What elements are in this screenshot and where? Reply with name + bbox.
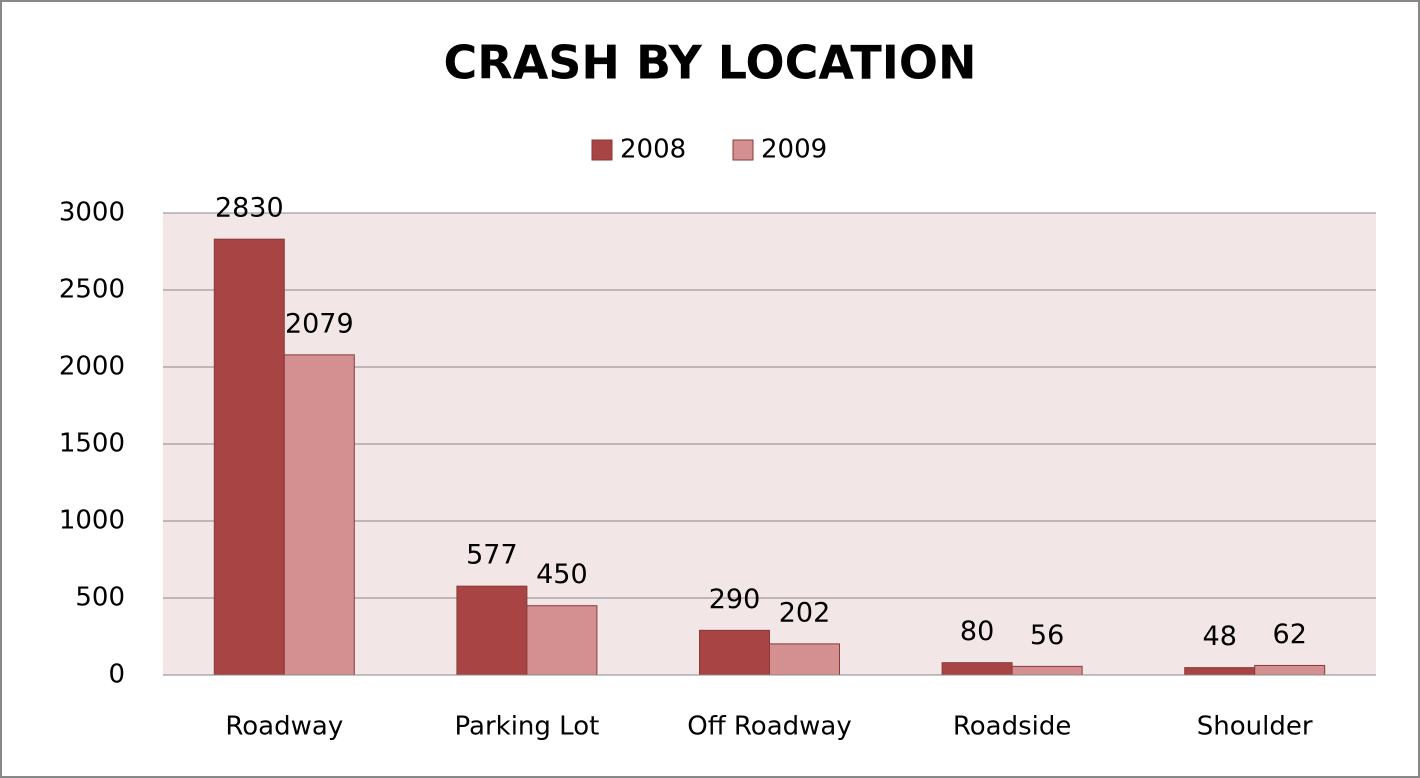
y-tick-label: 500 [75, 583, 125, 613]
data-label: 577 [466, 540, 518, 571]
data-label: 2079 [285, 308, 354, 339]
bar [769, 643, 840, 676]
data-label: 48 [1203, 621, 1237, 652]
x-tick-label: Roadside [953, 712, 1072, 742]
data-label: 80 [960, 616, 994, 647]
legend-swatch [732, 139, 754, 161]
x-tick-label: Shoulder [1197, 712, 1313, 742]
data-label: 290 [709, 584, 761, 615]
bar [1184, 667, 1256, 676]
bar [1011, 665, 1083, 676]
y-tick-label: 2500 [59, 275, 125, 305]
y-tick-label: 0 [108, 660, 125, 690]
bar [526, 605, 598, 676]
data-label: 202 [779, 597, 831, 628]
legend-swatch [591, 139, 613, 161]
y-tick-label: 2000 [59, 352, 125, 382]
bar [213, 238, 285, 676]
data-label: 62 [1273, 619, 1307, 650]
data-label: 2830 [215, 193, 284, 224]
x-tick-label: Roadway [225, 712, 343, 742]
legend-label: 2008 [620, 135, 686, 165]
bar [456, 585, 528, 676]
bar [699, 629, 770, 676]
y-tick-label: 1500 [59, 429, 125, 459]
data-label: 450 [536, 559, 588, 590]
bar [283, 354, 355, 676]
chart-title: CRASH BY LOCATION [444, 36, 977, 90]
y-tick-label: 3000 [59, 198, 125, 228]
x-tick-label: Off Roadway [687, 712, 851, 742]
bar [941, 662, 1013, 676]
y-tick-label: 1000 [59, 506, 125, 536]
legend-label: 2009 [761, 135, 827, 165]
x-tick-label: Parking Lot [455, 712, 600, 742]
data-label: 56 [1030, 620, 1064, 651]
bar [1254, 664, 1326, 676]
